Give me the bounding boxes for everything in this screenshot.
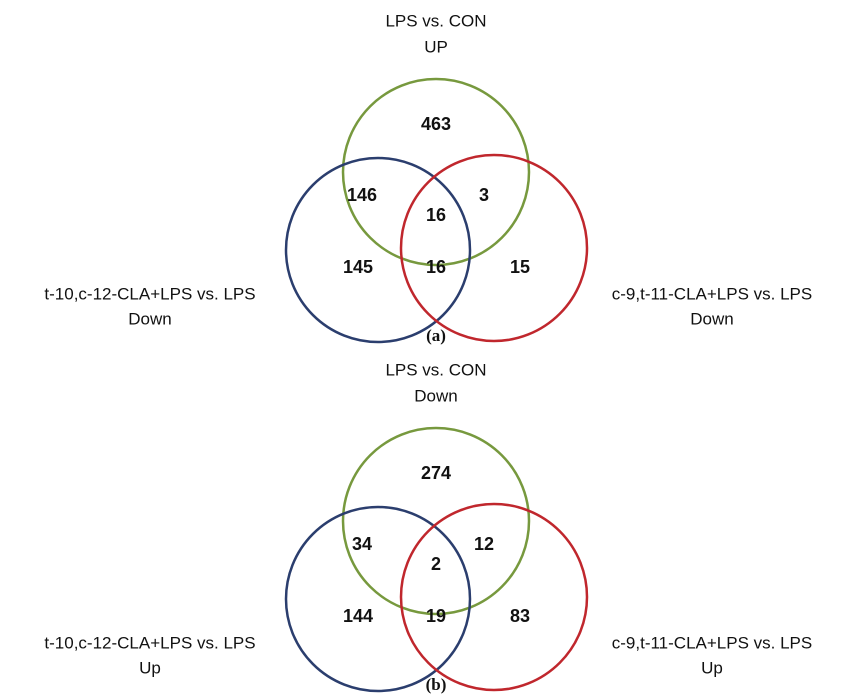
- left-circle: [284, 505, 472, 693]
- left-set-label: Down: [128, 309, 171, 328]
- right-set-label: Down: [690, 309, 733, 328]
- left-set-label: Up: [139, 658, 161, 677]
- top-circle: [341, 77, 531, 267]
- top-set-label: LPS vs. CON: [385, 11, 486, 30]
- right-set-label: c-9,t-11-CLA+LPS vs. LPS: [612, 633, 812, 652]
- left-circle: [284, 156, 472, 344]
- region-count: 145: [343, 257, 373, 277]
- region-count: 16: [426, 257, 446, 277]
- region-count: 16: [426, 205, 446, 225]
- region-count: 274: [421, 463, 451, 483]
- region-count: 146: [347, 185, 377, 205]
- panel-caption: (a): [426, 326, 446, 345]
- region-count: 2: [431, 554, 441, 574]
- right-circle: [399, 153, 589, 343]
- right-set-label: c-9,t-11-CLA+LPS vs. LPS: [612, 284, 812, 303]
- right-circle: [399, 502, 589, 692]
- top-set-label: UP: [424, 37, 448, 56]
- panel-caption: (b): [426, 675, 447, 694]
- top-set-label: Down: [414, 386, 457, 405]
- region-count: 83: [510, 606, 530, 626]
- region-count: 34: [352, 534, 372, 554]
- region-count: 3: [479, 185, 489, 205]
- region-count: 19: [426, 606, 446, 626]
- right-set-label: Up: [701, 658, 723, 677]
- top-set-label: LPS vs. CON: [385, 360, 486, 379]
- region-count: 144: [343, 606, 373, 626]
- left-set-label: t-10,c-12-CLA+LPS vs. LPS: [44, 633, 255, 652]
- top-circle: [341, 426, 531, 616]
- region-count: 12: [474, 534, 494, 554]
- region-count: 15: [510, 257, 530, 277]
- left-set-label: t-10,c-12-CLA+LPS vs. LPS: [44, 284, 255, 303]
- region-count: 463: [421, 114, 451, 134]
